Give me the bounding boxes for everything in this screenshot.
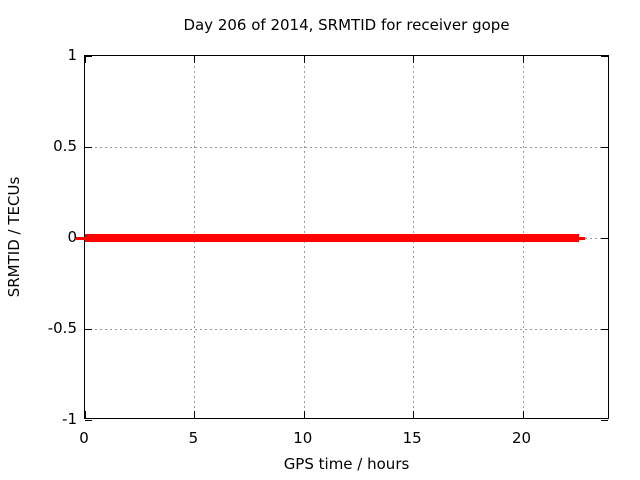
grid-line-horizontal: [85, 329, 608, 330]
y-tick-mark-left: [85, 147, 92, 148]
x-tick-label: 20: [511, 429, 532, 447]
grid-line-horizontal: [85, 147, 608, 148]
x-tick-mark-bottom: [194, 411, 196, 418]
y-tick-mark-right: [601, 147, 608, 148]
x-axis-label: GPS time / hours: [283, 455, 410, 473]
x-tick-label: 0: [79, 429, 89, 447]
chart-title: Day 206 of 2014, SRMTID for receiver gop…: [183, 16, 510, 34]
y-tick-label: 0.5: [53, 137, 77, 155]
y-tick-mark-right: [601, 420, 608, 421]
x-tick-label: 10: [293, 429, 313, 447]
y-tick-label: -1: [62, 410, 77, 428]
y-tick-label: -0.5: [47, 319, 77, 337]
x-tick-mark-bottom: [303, 411, 305, 418]
y-tick-label: 1: [67, 46, 77, 64]
x-tick-mark-top: [85, 56, 86, 63]
y-tick-mark-left: [85, 420, 92, 421]
y-tick-mark-left: [85, 329, 92, 330]
x-tick-mark-top: [522, 56, 524, 63]
y-tick-mark-right: [601, 329, 608, 330]
x-tick-mark-top: [194, 56, 196, 63]
x-tick-label: 15: [402, 429, 422, 447]
y-tick-mark-right: [601, 238, 608, 239]
y-tick-mark-left: [85, 56, 92, 57]
x-tick-mark-bottom: [413, 411, 415, 418]
x-tick-mark-bottom: [85, 411, 86, 418]
x-tick-mark-bottom: [522, 411, 524, 418]
plot-area: [76, 55, 609, 421]
y-tick-mark-right: [601, 56, 608, 57]
x-tick-mark-top: [413, 56, 415, 63]
series-line: [85, 234, 580, 242]
x-tick-mark-top: [303, 56, 305, 63]
y-tick-label: 0: [67, 228, 77, 246]
x-tick-label: 5: [188, 429, 199, 447]
